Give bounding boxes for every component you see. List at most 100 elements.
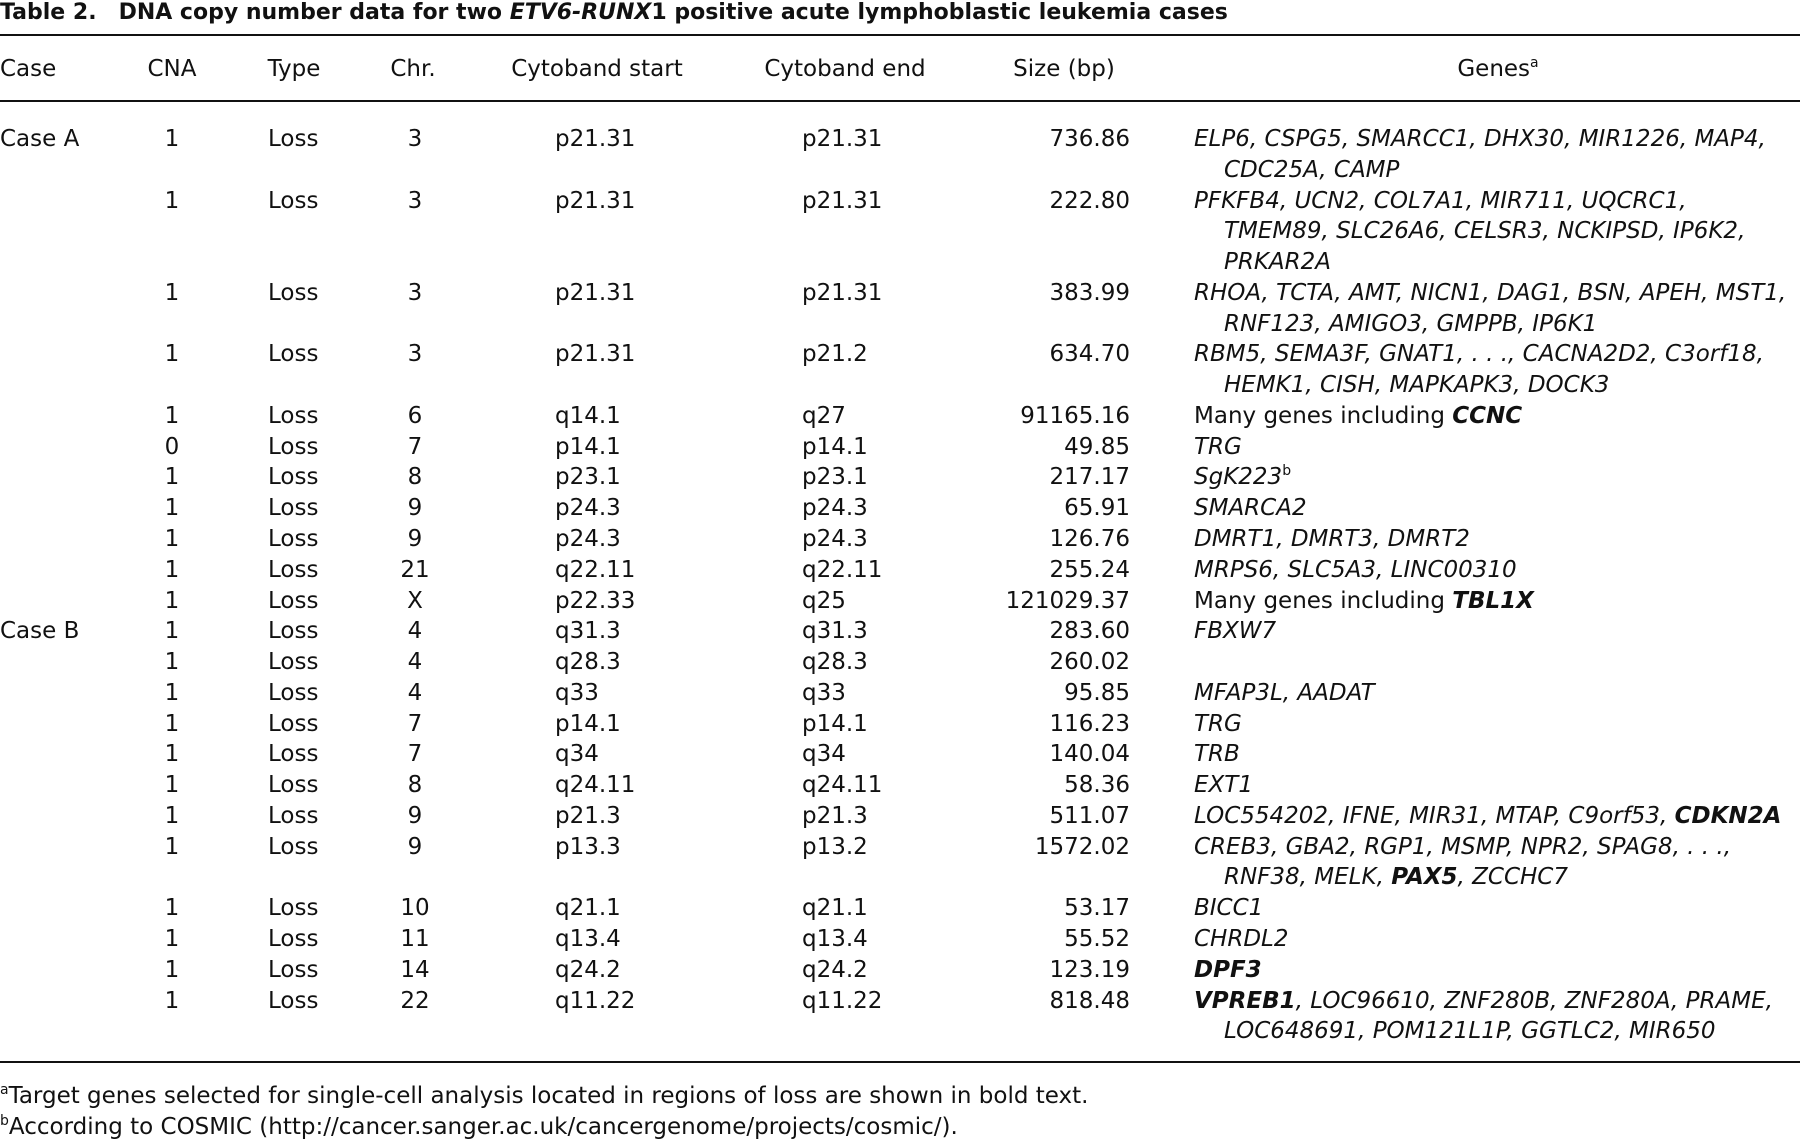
- genes-line: TRG: [1194, 711, 1242, 737]
- cell-size: 1572.02: [1034, 833, 1130, 860]
- genes-line: EXT1: [1194, 772, 1253, 798]
- gene-bold: DPF3: [1194, 956, 1262, 983]
- cell-end: q34: [802, 741, 846, 768]
- cell-chr: 3: [407, 187, 423, 214]
- gene-text: TRG: [1194, 710, 1242, 737]
- gene-text: DMRT1, DMRT3, DMRT2: [1194, 526, 1470, 552]
- cell-cna: 1: [164, 341, 180, 368]
- title-italic: ETV6-RUNX: [509, 0, 652, 25]
- cell-start: q31.3: [555, 618, 621, 645]
- header-rule: [0, 100, 1800, 102]
- cell-cna: 1: [164, 987, 180, 1014]
- cell-type: Loss: [268, 956, 319, 983]
- cell-start: p13.3: [555, 833, 621, 860]
- cell-type: Loss: [268, 495, 319, 522]
- cell-chr: X: [407, 587, 423, 614]
- gene-text: TRG: [1194, 433, 1242, 460]
- cell-chr: 7: [407, 433, 423, 460]
- cell-end: q11.22: [802, 987, 883, 1014]
- top-rule: [0, 34, 1800, 36]
- gene-text: , ZCCHC7: [1457, 864, 1569, 891]
- cell-end: q22.11: [802, 556, 883, 583]
- cell-chr: 8: [407, 464, 423, 491]
- genes-line: BICC1: [1194, 895, 1263, 921]
- genes-line: CDC25A, CAMP: [1224, 157, 1399, 183]
- footnote-mark: a: [1530, 55, 1539, 71]
- cell-type: Loss: [268, 464, 319, 491]
- genes-line: HEMK1, CISH, MAPKAPK3, DOCK3: [1224, 372, 1609, 398]
- cell-cna: 1: [164, 279, 180, 306]
- cell-start: q14.1: [555, 402, 621, 429]
- cell-type: Loss: [268, 802, 319, 829]
- cell-type: Loss: [268, 587, 319, 614]
- column-header: Genesa: [1457, 56, 1538, 82]
- cell-cna: 1: [164, 895, 180, 922]
- gene-text: PFKFB4, UCN2, COL7A1, MIR711, UQCRC1,: [1194, 187, 1687, 214]
- cell-size: 95.85: [1064, 679, 1130, 706]
- column-header-text: Size (bp): [1013, 56, 1115, 82]
- cell-end: q21.1: [802, 895, 868, 922]
- column-header: Case: [0, 56, 56, 82]
- gene-text: EXT1: [1194, 772, 1253, 799]
- cell-end: p24.3: [802, 495, 868, 522]
- gene-text: CREB3, GBA2, RGP1, MSMP, NPR2, SPAG8, . …: [1194, 833, 1732, 860]
- cell-type: Loss: [268, 402, 319, 429]
- cell-size: 255.24: [1049, 556, 1130, 583]
- cell-end: p14.1: [802, 433, 868, 460]
- cell-size: 511.07: [1049, 802, 1130, 829]
- footnote-mark: a: [0, 1082, 9, 1098]
- cell-type: Loss: [268, 649, 319, 676]
- cell-cna: 1: [164, 187, 180, 214]
- column-header: Cytoband start: [511, 56, 683, 82]
- cell-cna: 1: [164, 833, 180, 860]
- cell-chr: 3: [407, 279, 423, 306]
- cell-end: p14.1: [802, 710, 868, 737]
- cell-start: q34: [555, 741, 599, 768]
- cell-chr: 7: [407, 710, 423, 737]
- genes-line: DPF3: [1194, 957, 1262, 983]
- cell-end: q27: [802, 402, 846, 429]
- cell-size: 634.70: [1049, 341, 1130, 368]
- cell-size: 91165.16: [1020, 402, 1130, 429]
- gene-note: Many genes including: [1194, 402, 1453, 429]
- cell-type: Loss: [268, 987, 319, 1014]
- genes-line: LOC648691, POM121L1P, GGTLC2, MIR650: [1224, 1018, 1716, 1044]
- cell-type: Loss: [268, 556, 319, 583]
- cell-type: Loss: [268, 926, 319, 953]
- title-segment: 1 positive acute lymphoblastic leukemia …: [651, 0, 1228, 25]
- title-segment: DNA copy number data for two: [118, 0, 510, 25]
- cell-chr: 3: [407, 341, 423, 368]
- cell-chr: 10: [400, 895, 430, 922]
- cell-start: p21.31: [555, 279, 636, 306]
- cell-end: q13.4: [802, 926, 868, 953]
- title-text: DNA copy number data for two ETV6-RUNX1 …: [119, 0, 1228, 25]
- gene-text: , LOC96610, ZNF280B, ZNF280A, PRAME,: [1295, 987, 1773, 1014]
- footnote-text: According to COSMIC (http://cancer.sange…: [8, 1114, 958, 1140]
- cell-chr: 3: [407, 126, 423, 152]
- cell-chr: 9: [407, 833, 423, 860]
- column-header: Chr.: [390, 56, 435, 82]
- cell-chr: 4: [407, 649, 423, 676]
- genes-line: MFAP3L, AADAT: [1194, 680, 1375, 706]
- cell-size: 49.85: [1064, 433, 1130, 460]
- column-header: CNA: [148, 56, 197, 82]
- cell-case: Case B: [0, 618, 80, 645]
- cell-cna: 1: [164, 741, 180, 768]
- table-label: Table 2.: [0, 0, 97, 25]
- cell-cna: 1: [164, 126, 180, 152]
- cell-start: p21.31: [555, 187, 636, 214]
- cell-size: 126.76: [1049, 526, 1130, 552]
- cell-cna: 1: [164, 956, 180, 983]
- genes-line: CREB3, GBA2, RGP1, MSMP, NPR2, SPAG8, . …: [1194, 834, 1731, 860]
- cell-type: Loss: [268, 433, 319, 460]
- genes-line: TRB: [1194, 741, 1240, 767]
- cell-cna: 1: [164, 710, 180, 737]
- cell-type: Loss: [268, 126, 319, 152]
- cell-cna: 1: [164, 926, 180, 953]
- cell-end: q31.3: [802, 618, 868, 645]
- gene-text: LOC554202, IFNE, MIR31, MTAP, C9orf53,: [1194, 802, 1675, 829]
- gene-text: HEMK1, CISH, MAPKAPK3, DOCK3: [1224, 372, 1610, 399]
- cell-start: p23.1: [555, 464, 621, 491]
- cell-end: p13.2: [802, 833, 868, 860]
